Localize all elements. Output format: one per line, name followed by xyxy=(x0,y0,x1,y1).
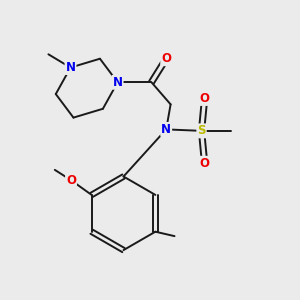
Text: S: S xyxy=(197,124,206,137)
Text: N: N xyxy=(161,123,171,136)
Text: N: N xyxy=(112,76,123,89)
Text: O: O xyxy=(200,157,209,170)
Text: N: N xyxy=(65,61,76,74)
Text: O: O xyxy=(161,52,171,65)
Text: O: O xyxy=(66,174,76,187)
Text: O: O xyxy=(200,92,209,105)
